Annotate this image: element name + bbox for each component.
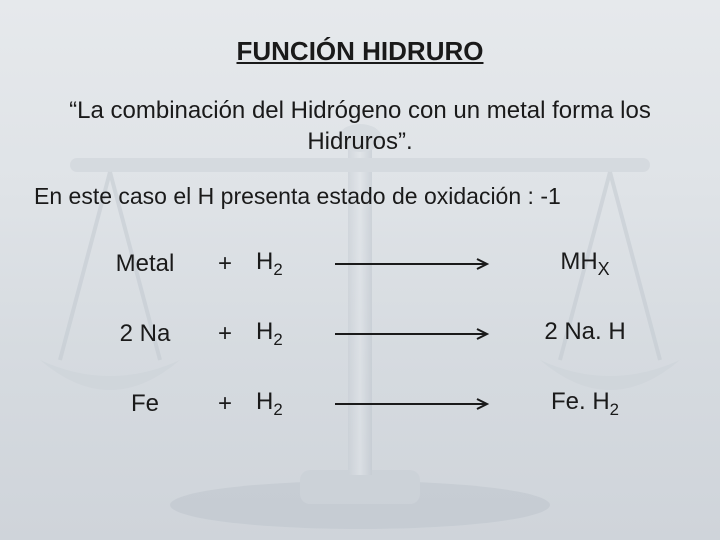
- h-sub: 2: [273, 400, 282, 419]
- plus-cell: +: [200, 320, 250, 348]
- reaction-arrow-icon: [335, 397, 495, 411]
- product-sub: 2: [610, 400, 619, 419]
- slide-content: FUNCIÓN HIDRURO “La combinación del Hidr…: [0, 0, 720, 540]
- product-pre: 2: [544, 318, 564, 345]
- product-base: Na. H: [564, 318, 625, 345]
- definition-text: “La combinación del Hidrógeno con un met…: [30, 95, 690, 157]
- product-base: MH: [560, 248, 597, 275]
- metal-cell: Fe: [90, 390, 200, 418]
- arrow-cell: [320, 397, 510, 411]
- arrow-cell: [320, 257, 510, 271]
- reaction-row: Metal + H2 MHX: [90, 248, 660, 280]
- oxidation-statement: En este caso el H presenta estado de oxi…: [30, 183, 690, 210]
- reactions-block: Metal + H2 MHX 2 Na + H2: [30, 248, 690, 419]
- product-cell: MHX: [510, 248, 660, 280]
- plus-cell: +: [200, 250, 250, 278]
- h-sub: 2: [273, 330, 282, 349]
- metal-cell: Metal: [90, 250, 200, 278]
- product-cell: 2 Na. H: [510, 318, 660, 350]
- product-sub: X: [598, 259, 610, 279]
- reaction-arrow-icon: [335, 327, 495, 341]
- reaction-row: 2 Na + H2 2 Na. H: [90, 318, 660, 350]
- h2-cell: H2: [250, 388, 320, 420]
- reaction-arrow-icon: [335, 257, 495, 271]
- reaction-row: Fe + H2 Fe. H2: [90, 388, 660, 420]
- metal-cell: 2 Na: [90, 320, 200, 348]
- h2-cell: H2: [250, 248, 320, 280]
- h-base: H: [256, 318, 273, 345]
- arrow-cell: [320, 327, 510, 341]
- product-base: Fe. H: [551, 388, 610, 415]
- product-cell: Fe. H2: [510, 388, 660, 420]
- h2-cell: H2: [250, 318, 320, 350]
- slide-title: FUNCIÓN HIDRURO: [30, 36, 690, 67]
- h-base: H: [256, 388, 273, 415]
- h-sub: 2: [273, 260, 282, 279]
- h-base: H: [256, 248, 273, 275]
- plus-cell: +: [200, 390, 250, 418]
